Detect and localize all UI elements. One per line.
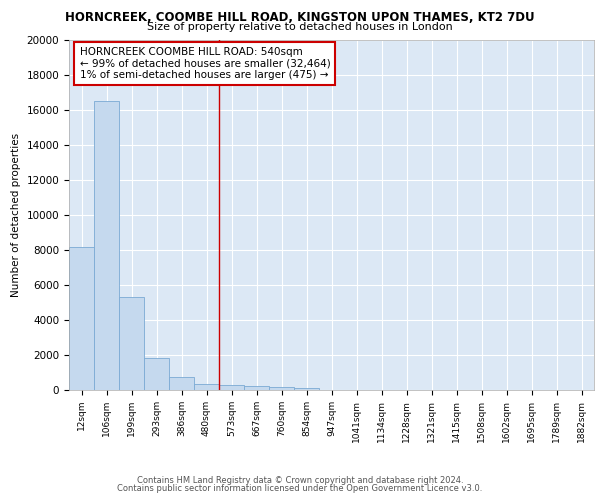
Text: HORNCREEK, COOMBE HILL ROAD, KINGSTON UPON THAMES, KT2 7DU: HORNCREEK, COOMBE HILL ROAD, KINGSTON UP… (65, 11, 535, 24)
Bar (219, 385, 244, 390)
Bar (194, 384, 219, 390)
Text: Contains public sector information licensed under the Open Government Licence v3: Contains public sector information licen… (118, 484, 482, 493)
Bar (119, 297, 144, 390)
Bar (69, 246, 94, 390)
Text: HORNCREEK COOMBE HILL ROAD: 540sqm
← 99% of detached houses are smaller (32,464): HORNCREEK COOMBE HILL ROAD: 540sqm ← 99%… (79, 47, 330, 80)
Bar (169, 377, 194, 390)
Bar (244, 386, 269, 390)
Bar (94, 102, 119, 390)
Bar (294, 388, 319, 390)
Y-axis label: Number of detached properties: Number of detached properties (11, 133, 21, 297)
Bar (269, 387, 294, 390)
Text: Contains HM Land Registry data © Crown copyright and database right 2024.: Contains HM Land Registry data © Crown c… (137, 476, 463, 485)
Bar (144, 358, 169, 390)
Text: Size of property relative to detached houses in London: Size of property relative to detached ho… (147, 22, 453, 32)
